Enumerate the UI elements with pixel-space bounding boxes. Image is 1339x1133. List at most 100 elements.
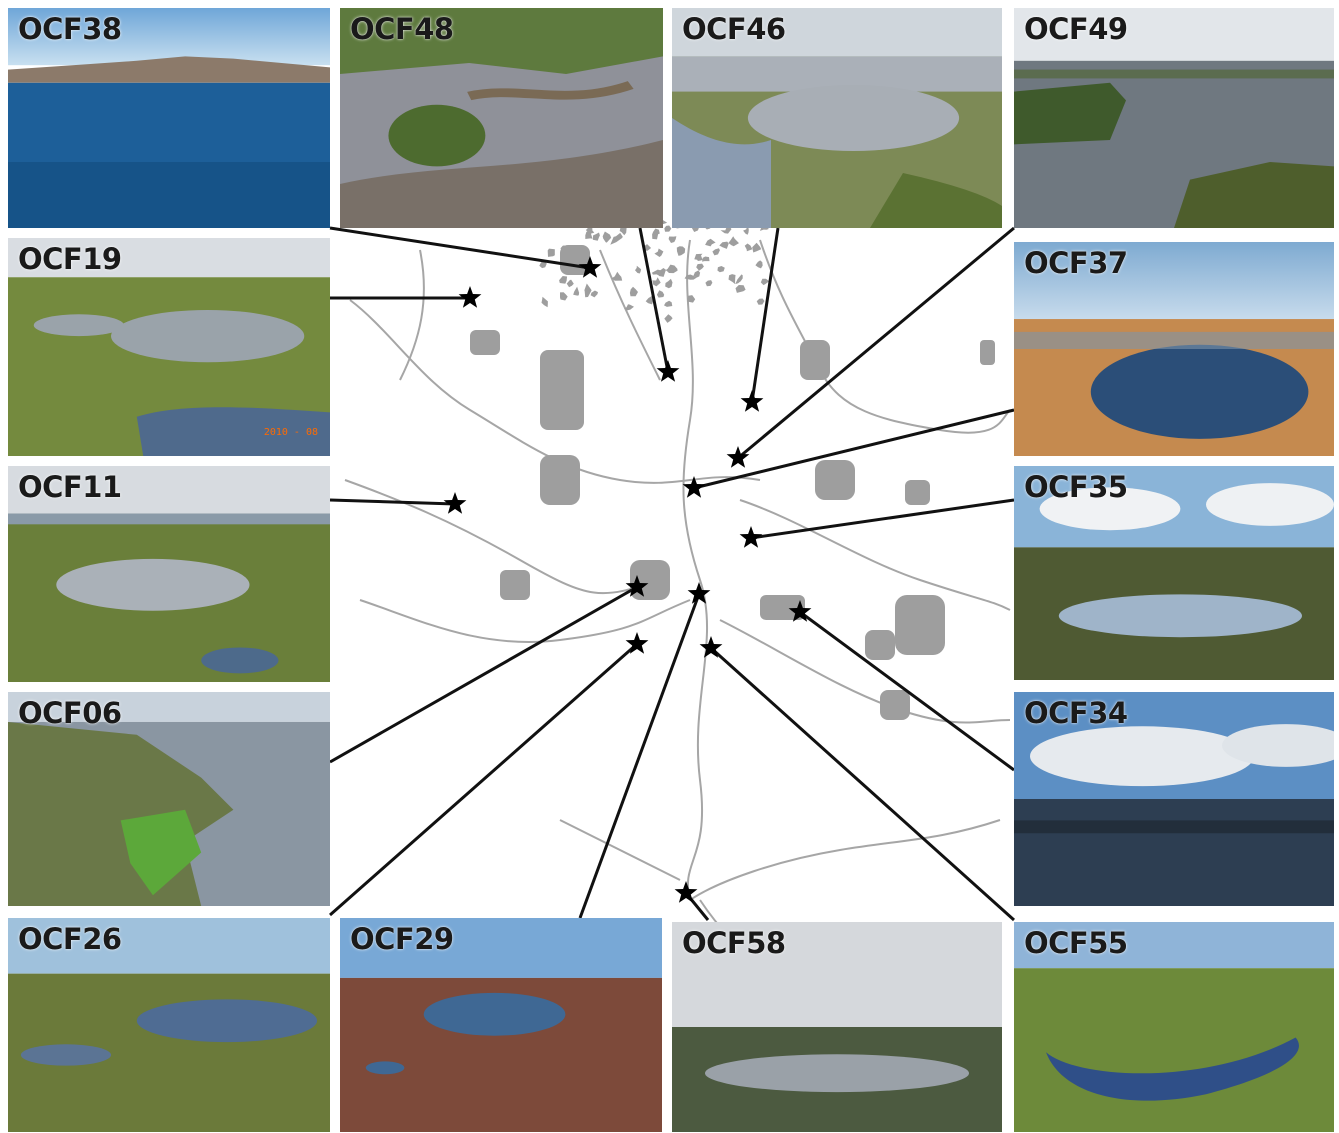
site-star-ocf49 <box>726 446 750 468</box>
lake-photo-image <box>1014 922 1334 1132</box>
map-lake <box>665 278 673 289</box>
map-lake <box>611 271 623 281</box>
map-lake <box>500 570 530 600</box>
map-lake <box>756 298 765 305</box>
map-lake <box>654 248 664 257</box>
map-lake <box>687 295 696 303</box>
river-network <box>344 239 1011 961</box>
photo-label-ocf55: OCF55 <box>1024 926 1128 960</box>
photo-label-ocf19: OCF19 <box>18 242 122 276</box>
photo-ocf34: OCF34 <box>1014 692 1334 906</box>
map-lake <box>635 265 642 274</box>
map-lake <box>735 274 743 285</box>
map-lake <box>619 226 627 236</box>
leader-line-ocf35 <box>750 498 1015 540</box>
site-markers <box>443 256 812 903</box>
map-lake <box>668 236 677 243</box>
map-lake <box>705 238 716 247</box>
lake-photo-image <box>8 466 330 682</box>
lake-photo-image <box>8 238 330 456</box>
map-lake <box>658 268 666 277</box>
photo-ocf46: OCF46 <box>672 8 1002 228</box>
site-star-ocf34 <box>788 600 812 622</box>
map-lake <box>752 242 762 253</box>
site-star-ocf19 <box>458 286 482 308</box>
map-lake <box>735 285 746 293</box>
map-lake <box>980 340 995 365</box>
map-lake <box>664 314 673 323</box>
map-lake <box>880 690 910 720</box>
map-lake <box>470 330 500 355</box>
photo-label-ocf29: OCF29 <box>350 922 454 956</box>
leader-line-ocf37 <box>693 408 1015 490</box>
map-lake <box>540 350 584 430</box>
site-star-ocf29 <box>687 582 711 604</box>
leader-line-ocf29 <box>578 593 701 919</box>
site-star-ocf48 <box>656 360 680 382</box>
photo-ocf35: OCF35 <box>1014 466 1334 680</box>
map-lake <box>629 286 638 297</box>
lake-photo-image <box>340 8 663 228</box>
map-lake <box>592 232 600 241</box>
map-lake <box>693 270 701 278</box>
photo-date-stamp: 2010 - 08 <box>263 427 318 438</box>
leader-lines <box>329 226 1016 922</box>
map-lake <box>652 228 660 240</box>
map-lake <box>800 340 830 380</box>
site-star-ocf11 <box>443 492 467 514</box>
map-lake <box>664 300 673 307</box>
site-star-ocf06 <box>625 575 649 597</box>
map-lake <box>656 290 665 298</box>
map-lake <box>547 248 555 257</box>
map-lake <box>665 264 678 274</box>
photo-label-ocf26: OCF26 <box>18 922 122 956</box>
map-lake <box>702 256 710 262</box>
map-lake <box>559 276 568 284</box>
site-star-ocf26 <box>625 632 649 654</box>
photo-ocf29: OCF29 <box>340 918 662 1132</box>
photo-ocf48: OCF48 <box>340 8 663 228</box>
map-lake <box>645 296 654 305</box>
map-lake <box>652 277 661 287</box>
photo-label-ocf38: OCF38 <box>18 12 122 46</box>
map-lake <box>584 283 592 298</box>
photo-ocf11: OCF11 <box>8 466 330 682</box>
map-lake <box>755 260 763 269</box>
map-lake <box>541 296 548 308</box>
leader-line-ocf06 <box>329 585 638 764</box>
map-lake <box>664 225 672 232</box>
photo-ocf37: OCF37 <box>1014 242 1334 456</box>
photo-label-ocf37: OCF37 <box>1024 246 1128 280</box>
lake-photo-image <box>1014 466 1334 680</box>
photo-label-ocf46: OCF46 <box>682 12 786 46</box>
lake-photo-image <box>340 918 662 1132</box>
map-lake <box>815 460 855 500</box>
map-lake <box>566 279 574 288</box>
map-lake <box>865 630 895 660</box>
site-star-ocf37 <box>682 476 706 498</box>
photo-label-ocf34: OCF34 <box>1024 696 1128 730</box>
map-lake <box>705 280 713 287</box>
map-lake <box>540 455 580 505</box>
site-star-ocf38 <box>578 256 602 278</box>
map-lake <box>728 236 739 247</box>
map-lake <box>744 243 753 252</box>
site-star-ocf58 <box>674 881 698 903</box>
lake-photo-image <box>8 692 330 906</box>
photo-label-ocf35: OCF35 <box>1024 470 1128 504</box>
map-lake <box>905 480 930 505</box>
map-lake <box>602 231 612 243</box>
photo-label-ocf11: OCF11 <box>18 470 122 504</box>
site-star-ocf35 <box>739 526 763 548</box>
map-lake <box>719 241 729 249</box>
site-star-ocf46 <box>740 390 764 412</box>
photo-ocf55: OCF55 <box>1014 922 1334 1132</box>
lake-photo-image <box>672 8 1002 228</box>
map-lake <box>712 248 720 256</box>
photo-ocf58: OCF58 <box>672 922 1002 1132</box>
leader-line-ocf48 <box>638 227 670 373</box>
map-lake <box>610 232 623 245</box>
lake-photo-image <box>1014 692 1334 906</box>
leader-line-ocf46 <box>750 227 780 403</box>
